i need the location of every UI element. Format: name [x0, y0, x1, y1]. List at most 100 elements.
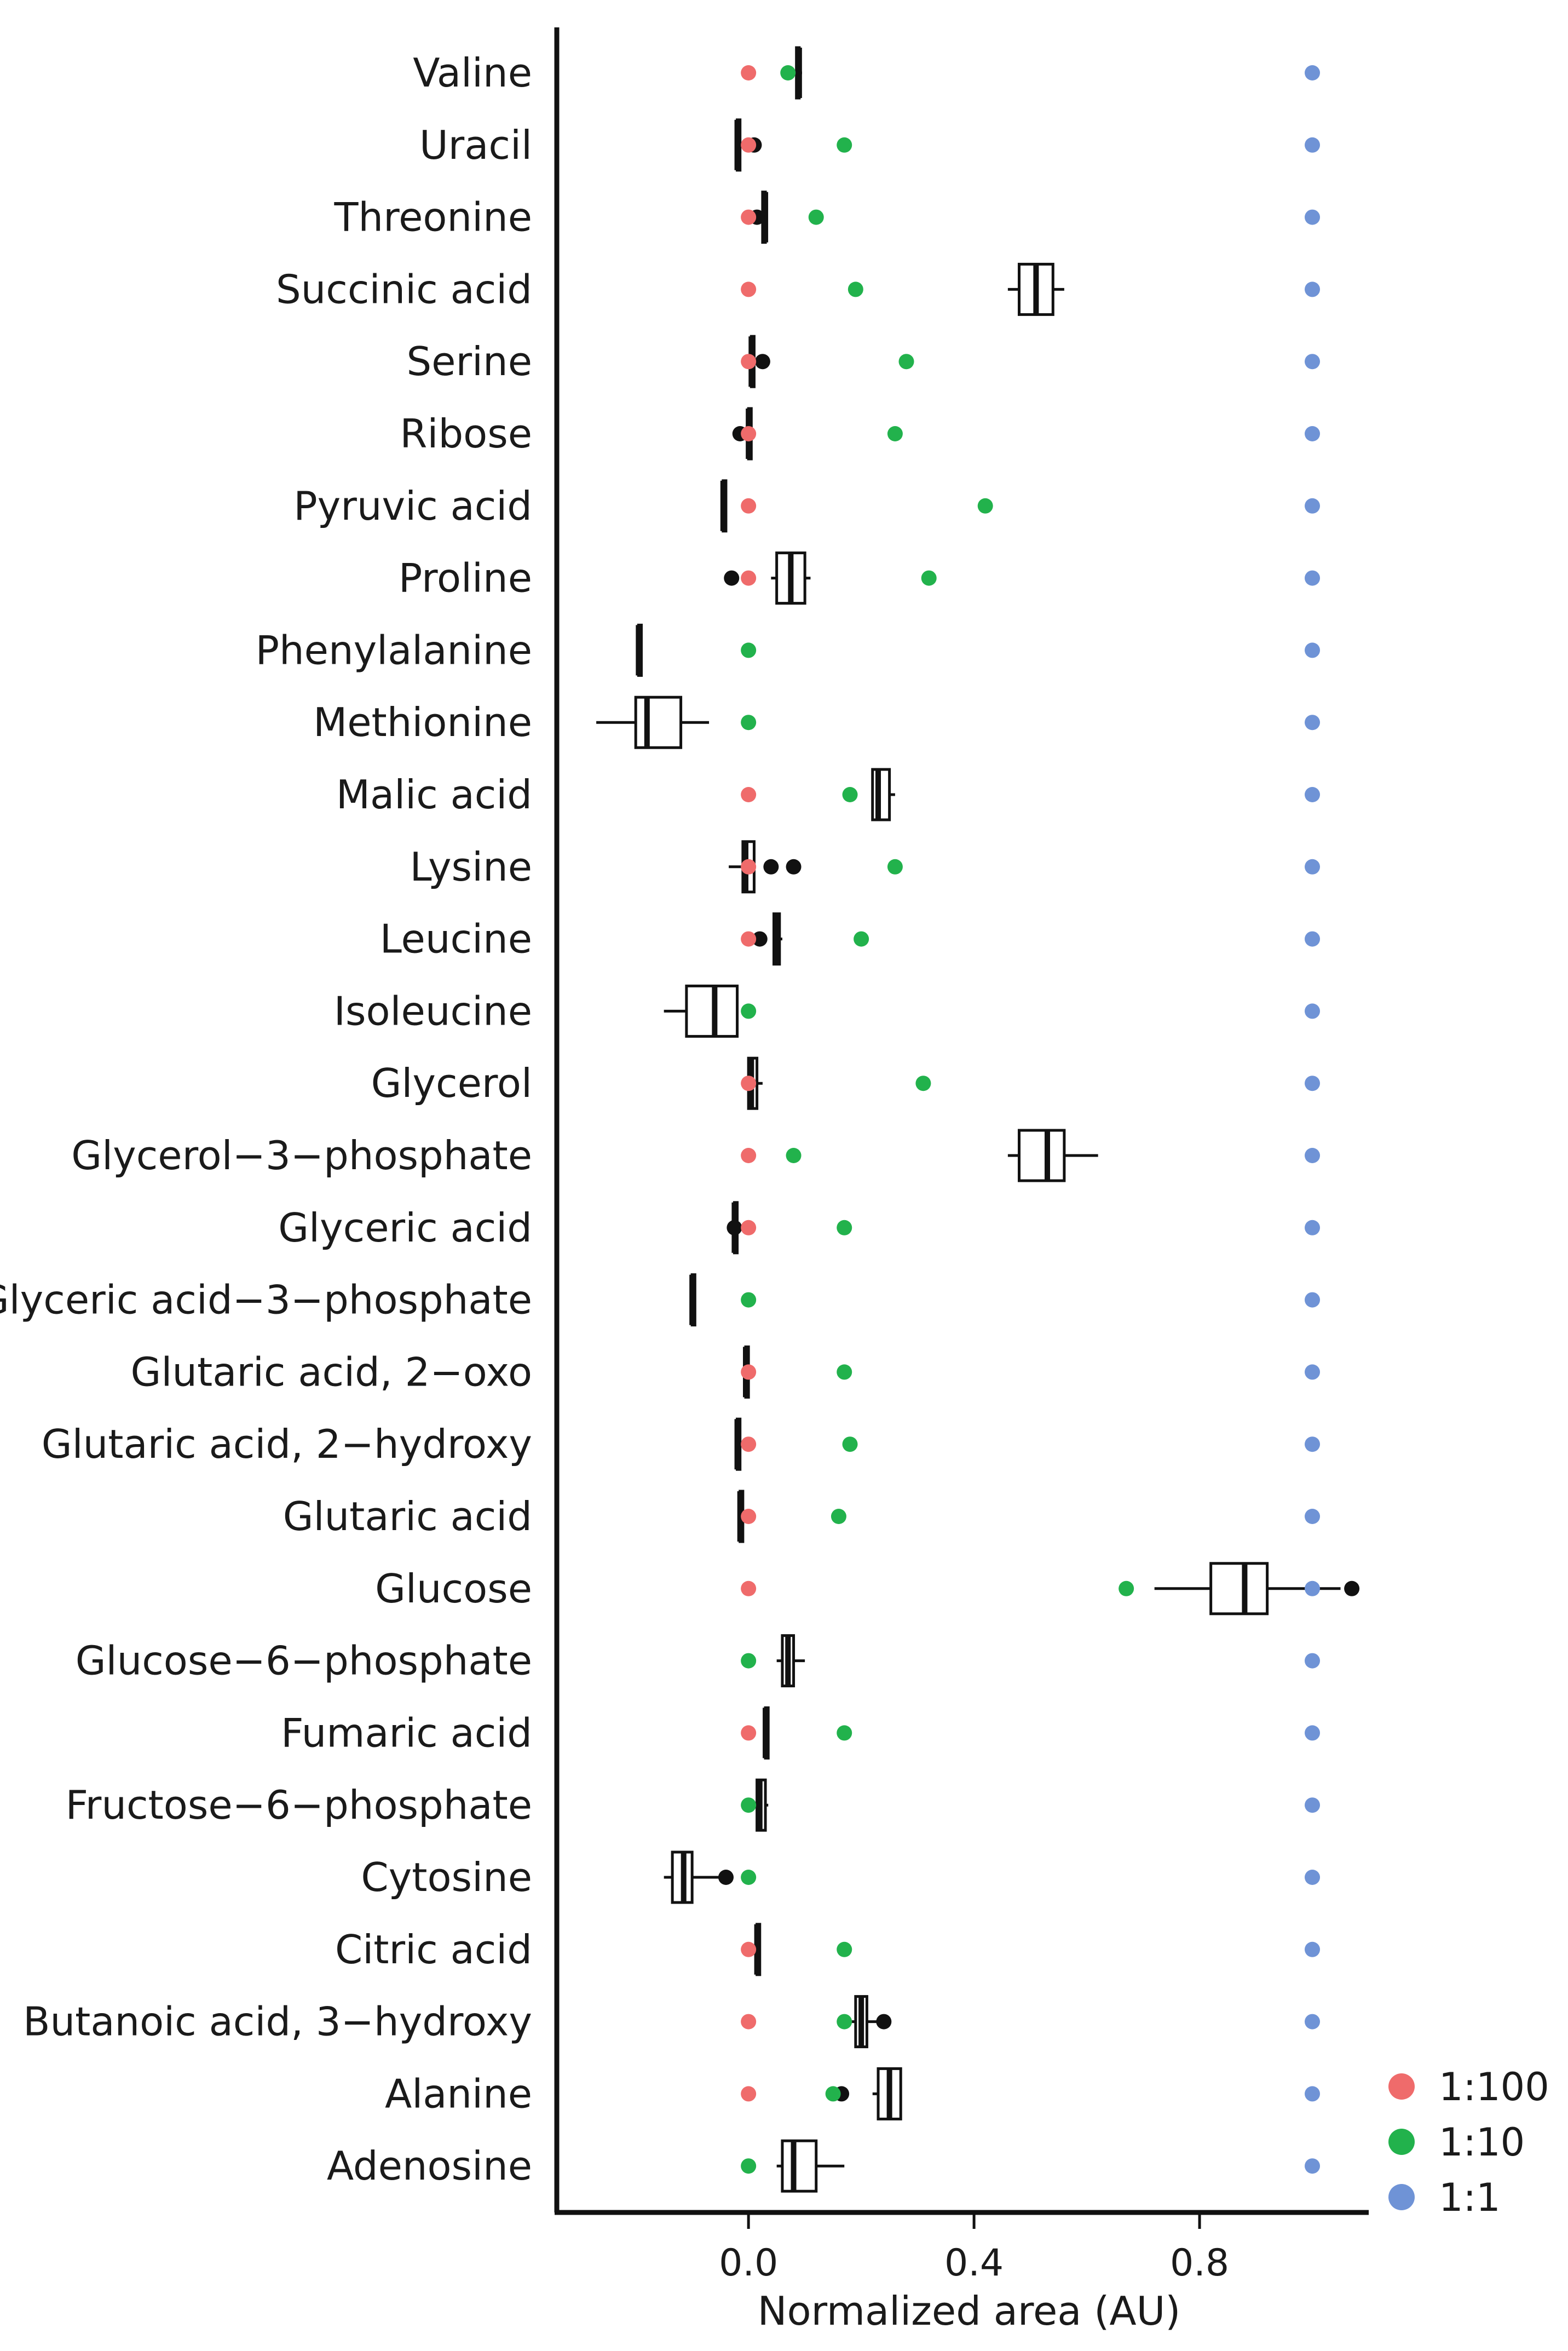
boxplot [636, 623, 643, 677]
dot-1-10 [786, 1148, 802, 1163]
boxplot [752, 912, 782, 966]
outlier-point [727, 1220, 742, 1235]
dot-1-1 [1305, 137, 1321, 153]
dot-1-10 [741, 1653, 757, 1669]
x-tick-label: 0.0 [719, 2241, 778, 2285]
outlier-point [1344, 1580, 1360, 1596]
dot-1-100 [741, 426, 757, 441]
dot-1-10 [898, 354, 914, 370]
dot-1-100 [741, 137, 757, 153]
dot-1-1 [1305, 2158, 1321, 2174]
outlier-point [752, 931, 768, 947]
category-label: Alanine [385, 2071, 532, 2117]
category-label: Cytosine [361, 1854, 532, 1900]
dot-1-100 [741, 931, 757, 947]
x-axis-title: Normalized area (AU) [758, 2288, 1181, 2334]
boxplot [729, 840, 802, 894]
dot-1-100 [741, 1220, 757, 1235]
boxplot [795, 46, 802, 100]
category-label: Glutaric acid [283, 1493, 532, 1539]
dot-1-100 [741, 1509, 757, 1524]
category-label: Ribose [400, 411, 532, 457]
category-label: Succinic acid [276, 266, 532, 312]
data-points [741, 65, 1321, 2174]
dot-1-10 [837, 1941, 852, 1957]
category-label: Fructose−6−phosphate [66, 1782, 532, 1828]
x-tick-label: 0.4 [944, 2241, 1004, 2285]
dot-1-10 [977, 498, 993, 514]
dot-1-10 [854, 931, 869, 947]
category-label: Phenylalanine [256, 627, 532, 673]
dot-1-100 [741, 65, 757, 81]
dot-1-100 [741, 570, 757, 586]
dot-1-1 [1305, 65, 1321, 81]
dot-1-1 [1305, 1580, 1321, 1596]
legend-swatch [1388, 2184, 1415, 2210]
boxplot [720, 479, 728, 533]
box-iqr [1017, 1129, 1066, 1182]
boxplot [1007, 1129, 1098, 1182]
boxplot [664, 984, 739, 1038]
dot-1-10 [741, 1870, 757, 1885]
dot-1-1 [1305, 2086, 1321, 2102]
dot-1-10 [837, 2014, 852, 2030]
dot-1-10 [780, 65, 796, 81]
category-label: Glyceric acid [278, 1205, 532, 1251]
dot-1-1 [1305, 2014, 1321, 2030]
dot-1-100 [741, 1076, 757, 1091]
dot-1-100 [741, 859, 757, 875]
dot-1-10 [808, 209, 824, 225]
boxplot [664, 1850, 734, 1904]
legend-label: 1:1 [1439, 2175, 1501, 2220]
outlier-point [718, 1870, 734, 1885]
dot-1-100 [741, 1580, 757, 1596]
boxplot [776, 2139, 845, 2193]
category-label: Malic acid [336, 772, 532, 818]
category-label: Glyceric acid−3−phosphate [0, 1277, 532, 1323]
box-iqr [685, 984, 739, 1038]
dot-1-1 [1305, 1436, 1321, 1452]
dot-1-10 [837, 1725, 852, 1741]
outlier-point [754, 354, 770, 370]
dot-1-1 [1305, 787, 1321, 802]
box-iqr [871, 768, 891, 821]
dot-1-1 [1305, 1292, 1321, 1308]
dot-1-10 [915, 1076, 931, 1091]
dot-1-100 [741, 1941, 757, 1957]
category-label: Glutaric acid, 2−oxo [131, 1349, 532, 1395]
boxplot [850, 1995, 892, 2049]
category-labels: Valine Uracil Threonine Succinic acid Serine… [0, 50, 532, 2189]
outlier-point [786, 859, 802, 875]
dot-1-1 [1305, 642, 1321, 658]
dot-1-100 [741, 498, 757, 514]
dot-1-1 [1305, 1076, 1321, 1091]
dot-1-10 [831, 1509, 846, 1524]
category-label: Lysine [410, 844, 532, 890]
dot-1-10 [1119, 1580, 1134, 1596]
category-label: Proline [399, 555, 532, 601]
dot-1-1 [1305, 859, 1321, 875]
dot-1-1 [1305, 715, 1321, 731]
category-label: Threonine [333, 194, 532, 240]
dot-1-1 [1305, 1653, 1321, 1669]
category-label: Glycerol [371, 1060, 532, 1106]
dot-1-100 [741, 1148, 757, 1163]
dot-1-10 [741, 715, 757, 731]
boxplot [834, 2067, 902, 2120]
boxplot [734, 1417, 742, 1471]
category-label: Adenosine [327, 2143, 532, 2189]
category-label: Citric acid [335, 1927, 532, 1973]
boxplot [754, 1778, 769, 1832]
category-label: Methionine [313, 699, 532, 745]
box-iqr [1209, 1562, 1269, 1616]
boxplots [596, 46, 1360, 2193]
legend-label: 1:10 [1439, 2120, 1525, 2165]
boxplot [1007, 262, 1064, 316]
dot-1-10 [921, 570, 937, 586]
boxplot [776, 1634, 805, 1688]
boxplot [763, 1706, 770, 1760]
dot-1-100 [741, 1436, 757, 1452]
legend-swatch [1388, 2129, 1415, 2155]
legend-label: 1:100 [1439, 2065, 1549, 2109]
